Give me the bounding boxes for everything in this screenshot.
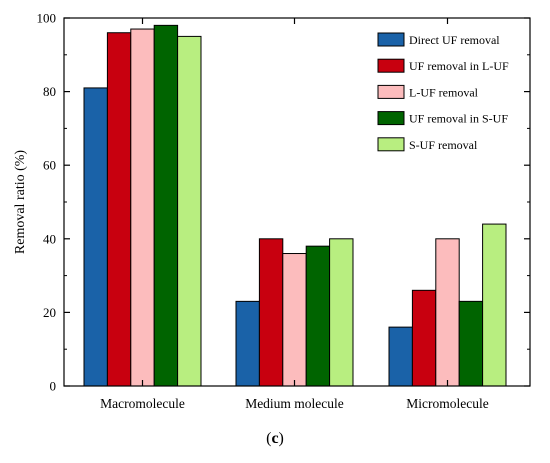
bar (435, 238, 460, 387)
legend-label: UF removal in L-UF (409, 59, 509, 73)
panel-label-letter: c (271, 430, 278, 447)
legend-label: L-UF removal (409, 85, 479, 99)
bar (388, 326, 413, 387)
y-ticks-group: 0 20 40 60 80 100 (37, 11, 530, 394)
bar (235, 300, 260, 387)
legend-label: S-UF removal (409, 138, 478, 152)
legend-label: UF removal in S-UF (409, 112, 508, 126)
bar (83, 87, 108, 387)
y-tick-label: 80 (43, 84, 56, 99)
panel-label-close: ) (279, 430, 284, 447)
y-axis-title: Removal ratio (%) (13, 150, 28, 255)
legend-swatch (377, 32, 405, 47)
y-tick-label: 40 (43, 231, 56, 246)
legend-swatch (377, 58, 405, 73)
y-tick-label: 20 (43, 305, 56, 320)
bar (177, 35, 202, 387)
bar (458, 300, 484, 387)
legend-swatch (377, 137, 405, 152)
bar (329, 238, 354, 387)
legend-swatch (377, 111, 405, 126)
bar (153, 24, 179, 387)
bar (305, 245, 331, 387)
bar (258, 238, 284, 387)
x-category-label: Micromolecule (406, 396, 488, 411)
bar (106, 32, 132, 387)
bars-group (83, 24, 507, 387)
y-tick-label: 0 (50, 379, 57, 394)
x-category-label: Macromolecule (100, 396, 185, 411)
legend-swatch (377, 84, 405, 99)
bar (482, 223, 507, 387)
legend-label: Direct UF removal (409, 33, 500, 47)
panel-label: (c) (266, 430, 284, 447)
bar (130, 28, 155, 387)
panel-label-open: ( (266, 430, 271, 447)
x-category-labels: Macromolecule Medium molecule Micromolecul… (100, 18, 489, 411)
bar (411, 289, 437, 387)
x-category-label: Medium molecule (245, 396, 344, 411)
y-tick-label: 100 (37, 11, 57, 26)
bar (282, 253, 307, 387)
legend: Direct UF removal UF removal in L-UF L-UF … (377, 32, 509, 152)
y-tick-label: 60 (43, 158, 56, 173)
